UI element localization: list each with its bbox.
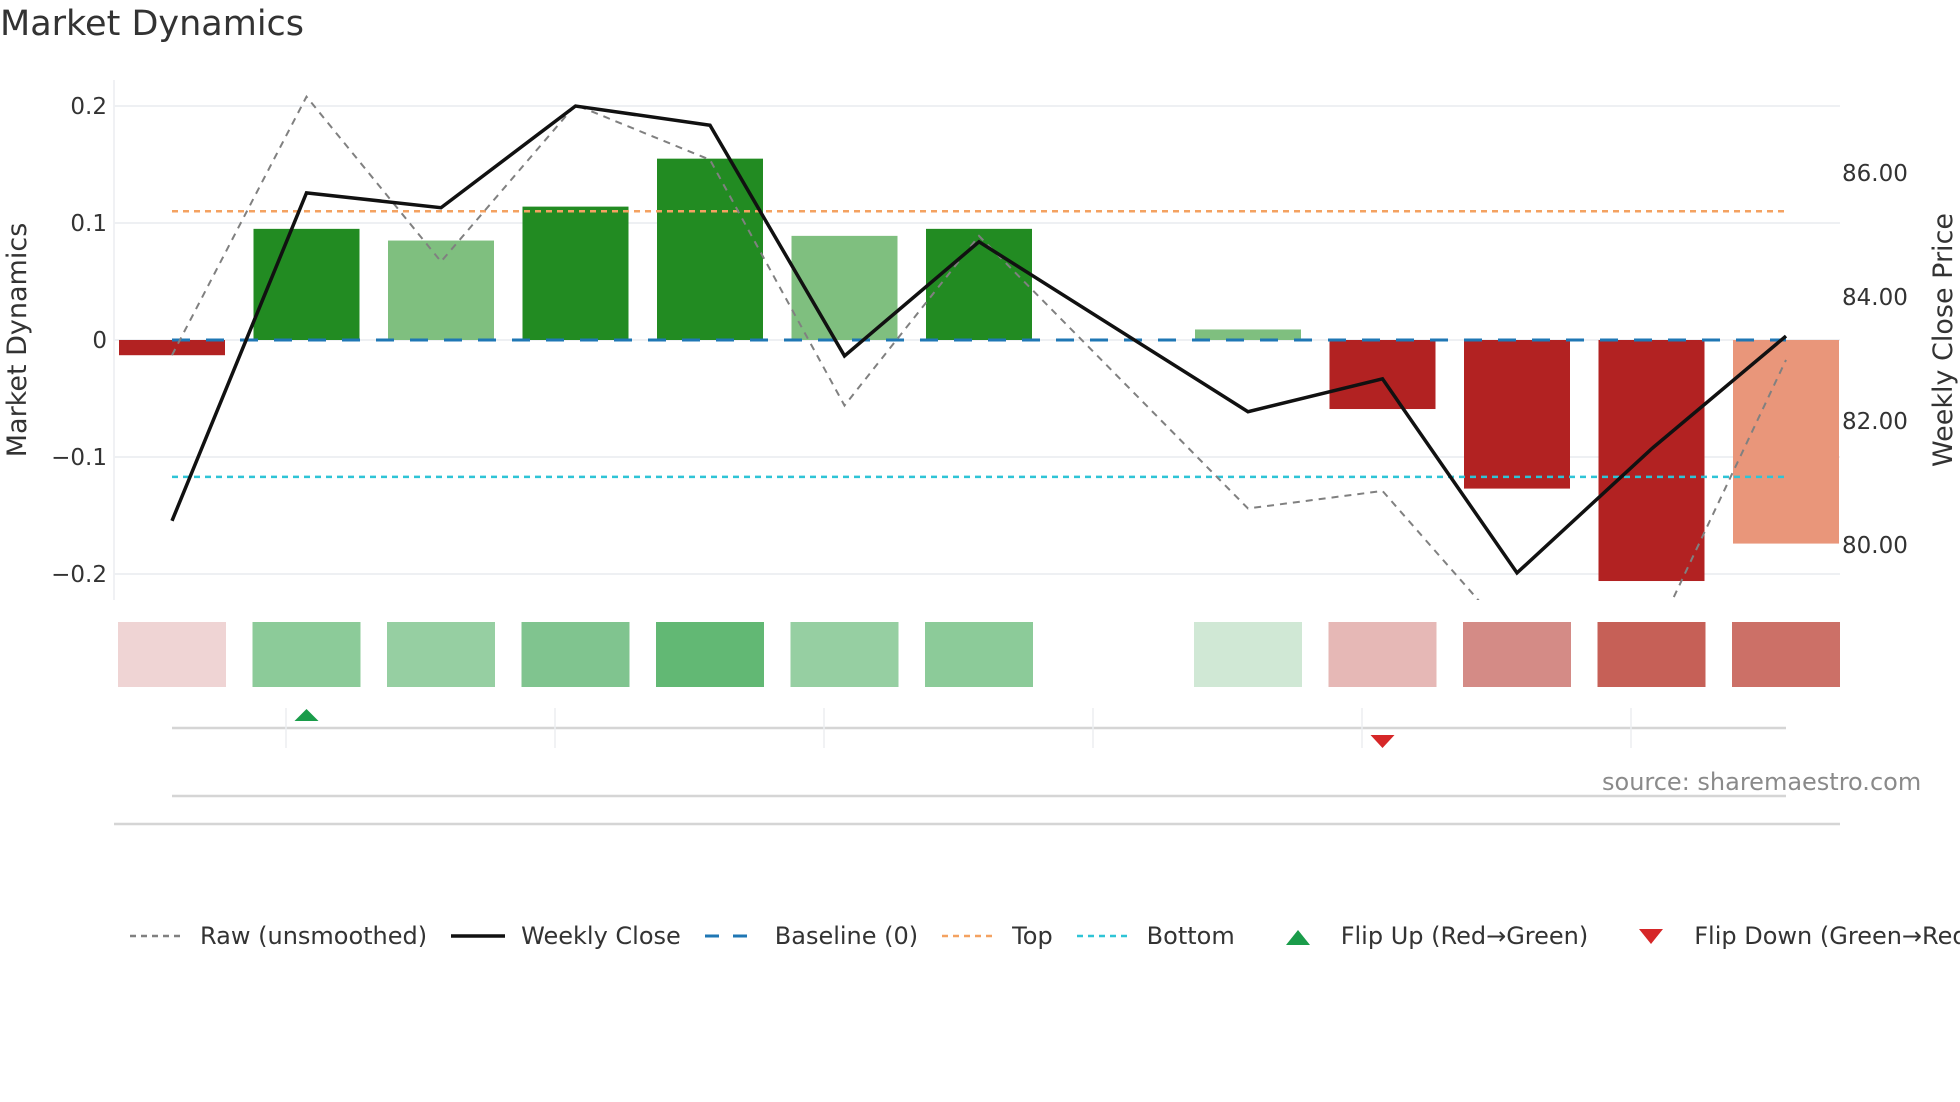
strip-cell	[252, 622, 361, 687]
triangle-up-icon	[1285, 930, 1310, 945]
legend-item[interactable]: Top	[940, 922, 1053, 950]
right-tick-label: 80.00	[1842, 533, 1908, 559]
legend-item[interactable]: Flip Up (Red→Green)	[1269, 922, 1589, 950]
flip-down-marker[interactable]	[1370, 735, 1395, 748]
dynamics-bar[interactable]	[522, 206, 629, 340]
dynamics-bar[interactable]	[119, 340, 225, 356]
dynamics-bar[interactable]	[1195, 329, 1301, 340]
legend-line-icon	[130, 934, 184, 938]
chart-title: Market Dynamics	[0, 4, 305, 44]
dynamics-bar[interactable]	[388, 240, 494, 340]
legend-label: Flip Up (Red→Green)	[1340, 922, 1589, 950]
raw-line	[171, 94, 1787, 600]
dynamics-bar[interactable]	[253, 228, 360, 340]
legend: Raw (unsmoothed) Weekly Close Baseline (0)…	[128, 922, 1960, 950]
left-tick-label: 0	[92, 328, 107, 354]
strip-cell	[1328, 622, 1437, 687]
legend-line-icon	[451, 934, 506, 938]
source-credit: source: sharemaestro.com	[1602, 768, 1922, 796]
strip-cell	[1597, 622, 1706, 687]
weekly-close-line	[170, 104, 1788, 576]
left-tick-label: 0.2	[70, 94, 107, 120]
legend-label: Raw (unsmoothed)	[200, 922, 428, 950]
strip-cell	[387, 622, 495, 687]
left-tick-label: 0.1	[70, 211, 107, 237]
dynamics-bar[interactable]	[791, 235, 898, 340]
left-tick-label: −0.2	[51, 562, 107, 588]
dynamics-bar[interactable]	[1733, 340, 1839, 544]
right-tick-label: 86.00	[1842, 161, 1908, 187]
legend-line-icon	[1076, 934, 1131, 938]
right-tick-label: 84.00	[1842, 285, 1908, 311]
dynamics-bar[interactable]	[1464, 340, 1570, 489]
strip-cell	[521, 622, 630, 687]
triangle-down-icon	[1639, 929, 1664, 944]
left-tick-label: −0.1	[51, 445, 107, 471]
dynamics-bar[interactable]	[1598, 340, 1705, 582]
strip-cell	[790, 622, 899, 687]
legend-line-icon	[704, 934, 759, 938]
right-tick-label: 82.00	[1842, 409, 1908, 435]
legend-item[interactable]: Baseline (0)	[703, 922, 918, 950]
strip-cell	[1463, 622, 1571, 687]
right-axis-title: Weekly Close Price	[1928, 213, 1959, 467]
legend-item[interactable]: Bottom	[1075, 922, 1235, 950]
strip-cell	[1194, 622, 1302, 687]
dynamics-bar[interactable]	[1329, 340, 1436, 410]
flip-up-marker[interactable]	[294, 709, 319, 721]
strip-cell	[118, 622, 226, 687]
legend-item[interactable]: Raw (unsmoothed)	[128, 922, 427, 950]
legend-item[interactable]: Weekly Close	[449, 922, 681, 950]
legend-label: Weekly Close	[521, 922, 681, 950]
legend-item[interactable]: Flip Down (Green→Red)	[1622, 922, 1960, 950]
legend-label: Top	[1012, 922, 1053, 950]
left-axis-title: Market Dynamics	[2, 223, 33, 458]
legend-label: Bottom	[1146, 922, 1235, 950]
strip-cell	[925, 622, 1033, 687]
dynamics-bar[interactable]	[926, 228, 1032, 340]
legend-label: Flip Down (Green→Red)	[1694, 922, 1960, 950]
strip-cell	[1732, 622, 1840, 687]
strip-cell	[656, 622, 764, 687]
legend-label: Baseline (0)	[774, 922, 919, 950]
legend-line-icon	[942, 934, 997, 938]
